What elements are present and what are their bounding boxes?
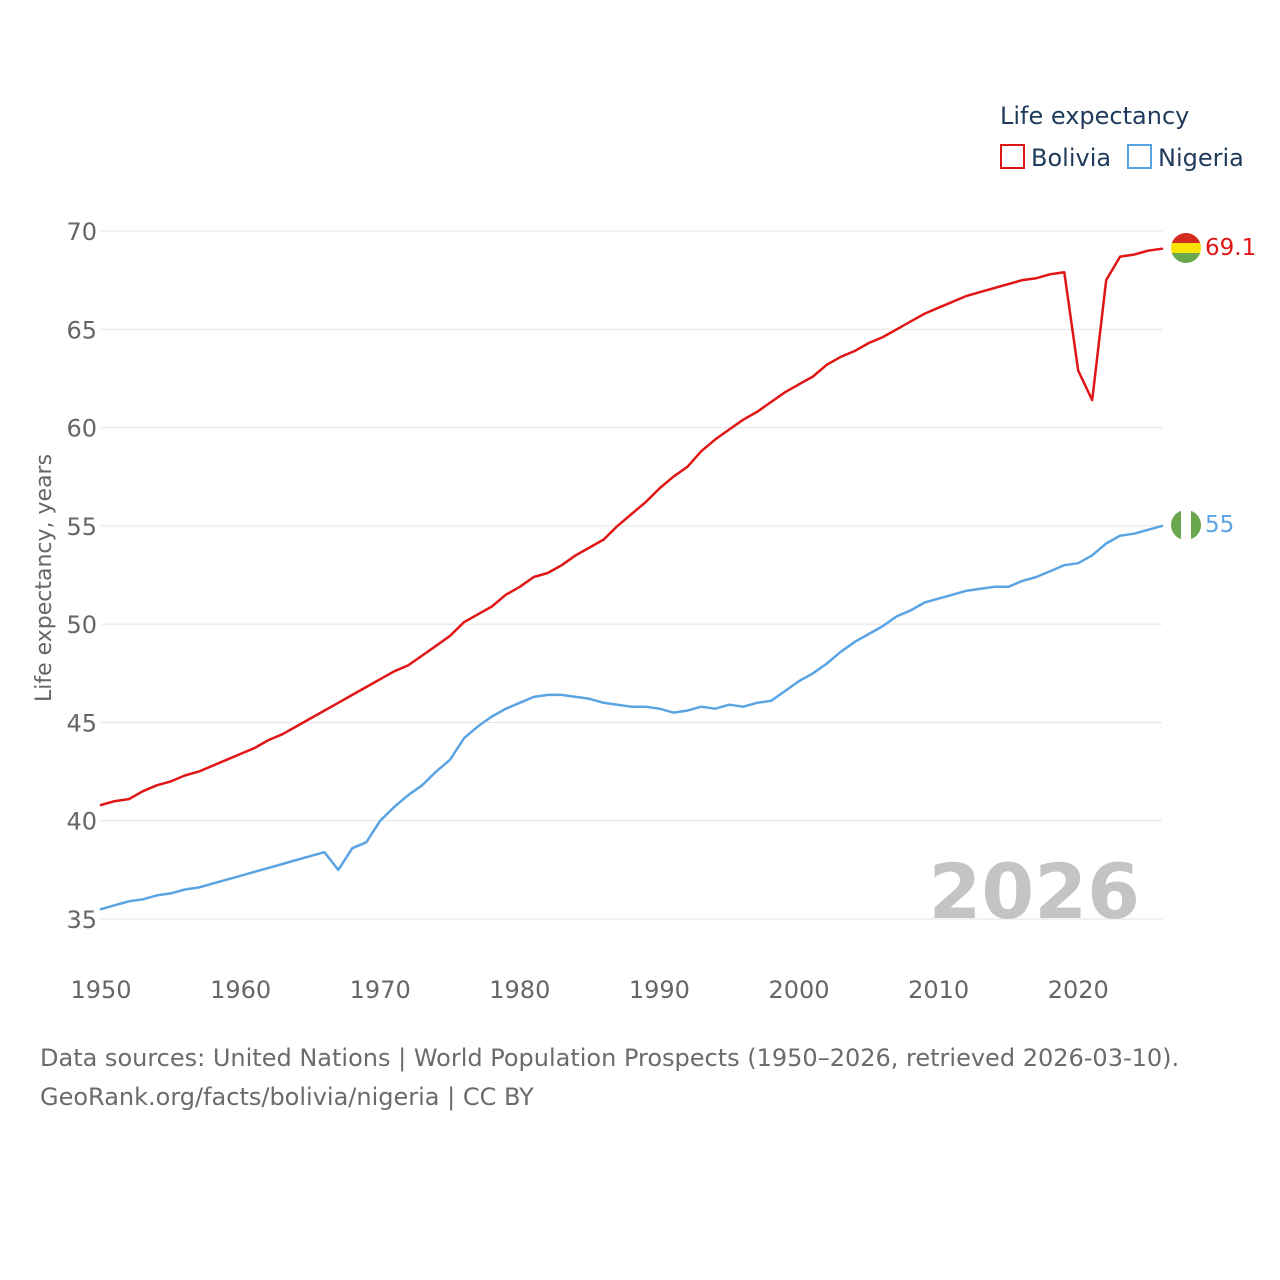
x-tick-label-2000: 2000 — [768, 976, 829, 1004]
legend-label-bolivia: Bolivia — [1031, 144, 1111, 172]
y-tick-label-55: 55 — [66, 513, 97, 541]
footer-link[interactable]: GeoRank.org/facts/bolivia/nigeria | CC B… — [40, 1083, 534, 1111]
x-tick-label-1990: 1990 — [629, 976, 690, 1004]
year-watermark: 2026 — [928, 847, 1140, 936]
x-tick-label-1970: 1970 — [350, 976, 411, 1004]
footer-data-source: Data sources: United Nations | World Pop… — [40, 1044, 1180, 1072]
legend-item-bolivia[interactable]: Bolivia — [1000, 144, 1111, 172]
y-axis-title: Life expectancy, years — [32, 454, 57, 702]
bolivia-flag-icon — [1171, 233, 1201, 263]
legend-item-nigeria[interactable]: Nigeria — [1127, 144, 1244, 172]
y-tick-label-35: 35 — [66, 906, 97, 934]
series-line-nigeria — [99, 524, 1164, 911]
x-tick-label-2010: 2010 — [908, 976, 969, 1004]
series-lines — [99, 247, 1164, 911]
nigeria-end-value-label: 55 — [1205, 512, 1234, 538]
y-tick-label-40: 40 — [66, 808, 97, 836]
grid-lines — [101, 230, 1162, 920]
y-tick-label-70: 70 — [66, 218, 97, 246]
legend-swatch-nigeria — [1127, 144, 1152, 169]
legend-swatch-bolivia — [1000, 144, 1025, 169]
bolivia-end-value-label: 69.1 — [1205, 235, 1256, 261]
y-tick-label-60: 60 — [66, 415, 97, 443]
y-tick-label-65: 65 — [66, 316, 97, 344]
legend-label-nigeria: Nigeria — [1158, 144, 1244, 172]
x-tick-label-1960: 1960 — [210, 976, 271, 1004]
x-tick-label-1950: 1950 — [70, 976, 131, 1004]
series-line-bolivia — [99, 247, 1164, 807]
y-tick-label-45: 45 — [66, 709, 97, 737]
legend: Life expectancy Bolivia Nigeria — [1000, 102, 1244, 172]
x-tick-label-2020: 2020 — [1048, 976, 1109, 1004]
x-axis-ticks: 1950 1960 1970 1980 1990 2000 2010 2020 — [70, 976, 1108, 1004]
y-axis-ticks: 35 40 45 50 55 60 65 70 — [66, 218, 97, 934]
x-tick-label-1980: 1980 — [489, 976, 550, 1004]
nigeria-flag-icon — [1171, 510, 1201, 540]
y-tick-label-50: 50 — [66, 611, 97, 639]
legend-title: Life expectancy — [1000, 102, 1189, 130]
